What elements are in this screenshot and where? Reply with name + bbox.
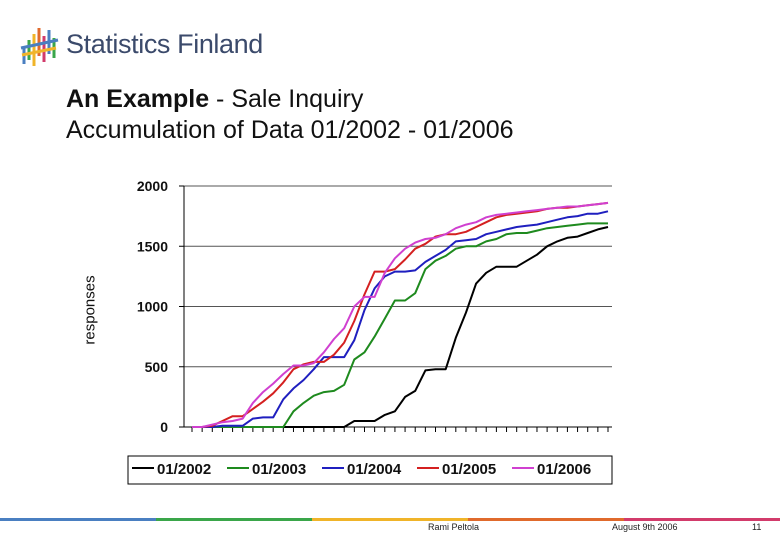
legend-label: 01/2006 xyxy=(537,461,591,478)
title-bold: An Example xyxy=(66,85,210,113)
y-tick-label: 1500 xyxy=(137,238,168,254)
series-line-01-2005 xyxy=(192,201,609,428)
statistics-finland-logo-icon xyxy=(20,28,59,66)
line-chart: 0 500 1000 1500 2000 01/2002 01/2003 01/2004 01… xyxy=(127,178,613,485)
series-line-01-2002 xyxy=(192,226,609,428)
footer-bar-segment xyxy=(156,518,312,521)
legend-label: 01/2002 xyxy=(157,461,211,478)
footer-page-number: 11 xyxy=(752,522,762,532)
footer-bar-segment xyxy=(0,518,156,521)
legend-label: 01/2003 xyxy=(252,461,306,478)
footer-bar-segment xyxy=(312,518,468,521)
slide-title: An Example - Sale Inquiry Accumulation o… xyxy=(66,84,514,146)
logo: Statistics Finland xyxy=(20,24,270,68)
title-rest: - Sale Inquiry xyxy=(209,85,364,113)
y-tick-label: 0 xyxy=(160,419,168,435)
legend-label: 01/2004 xyxy=(347,461,402,478)
footer-bar-segment xyxy=(624,518,780,521)
series-line-01-2004 xyxy=(192,210,609,428)
footer-bar-segment xyxy=(468,518,624,521)
org-name: Statistics Finland xyxy=(66,29,263,59)
legend-box xyxy=(127,455,613,485)
footer-author: Rami Peltola xyxy=(428,522,480,532)
subtitle: Accumulation of Data 01/2002 - 01/2006 xyxy=(66,116,514,144)
y-tick-label: 500 xyxy=(145,359,169,375)
y-tick-label: 2000 xyxy=(137,178,168,194)
footer-date: August 9th 2006 xyxy=(612,522,678,532)
series-line-01-2006 xyxy=(192,201,609,428)
footer-color-bar xyxy=(0,518,780,521)
series-line-01-2003 xyxy=(192,222,608,428)
y-tick-label: 1000 xyxy=(137,299,168,315)
legend-label: 01/2005 xyxy=(442,461,496,478)
